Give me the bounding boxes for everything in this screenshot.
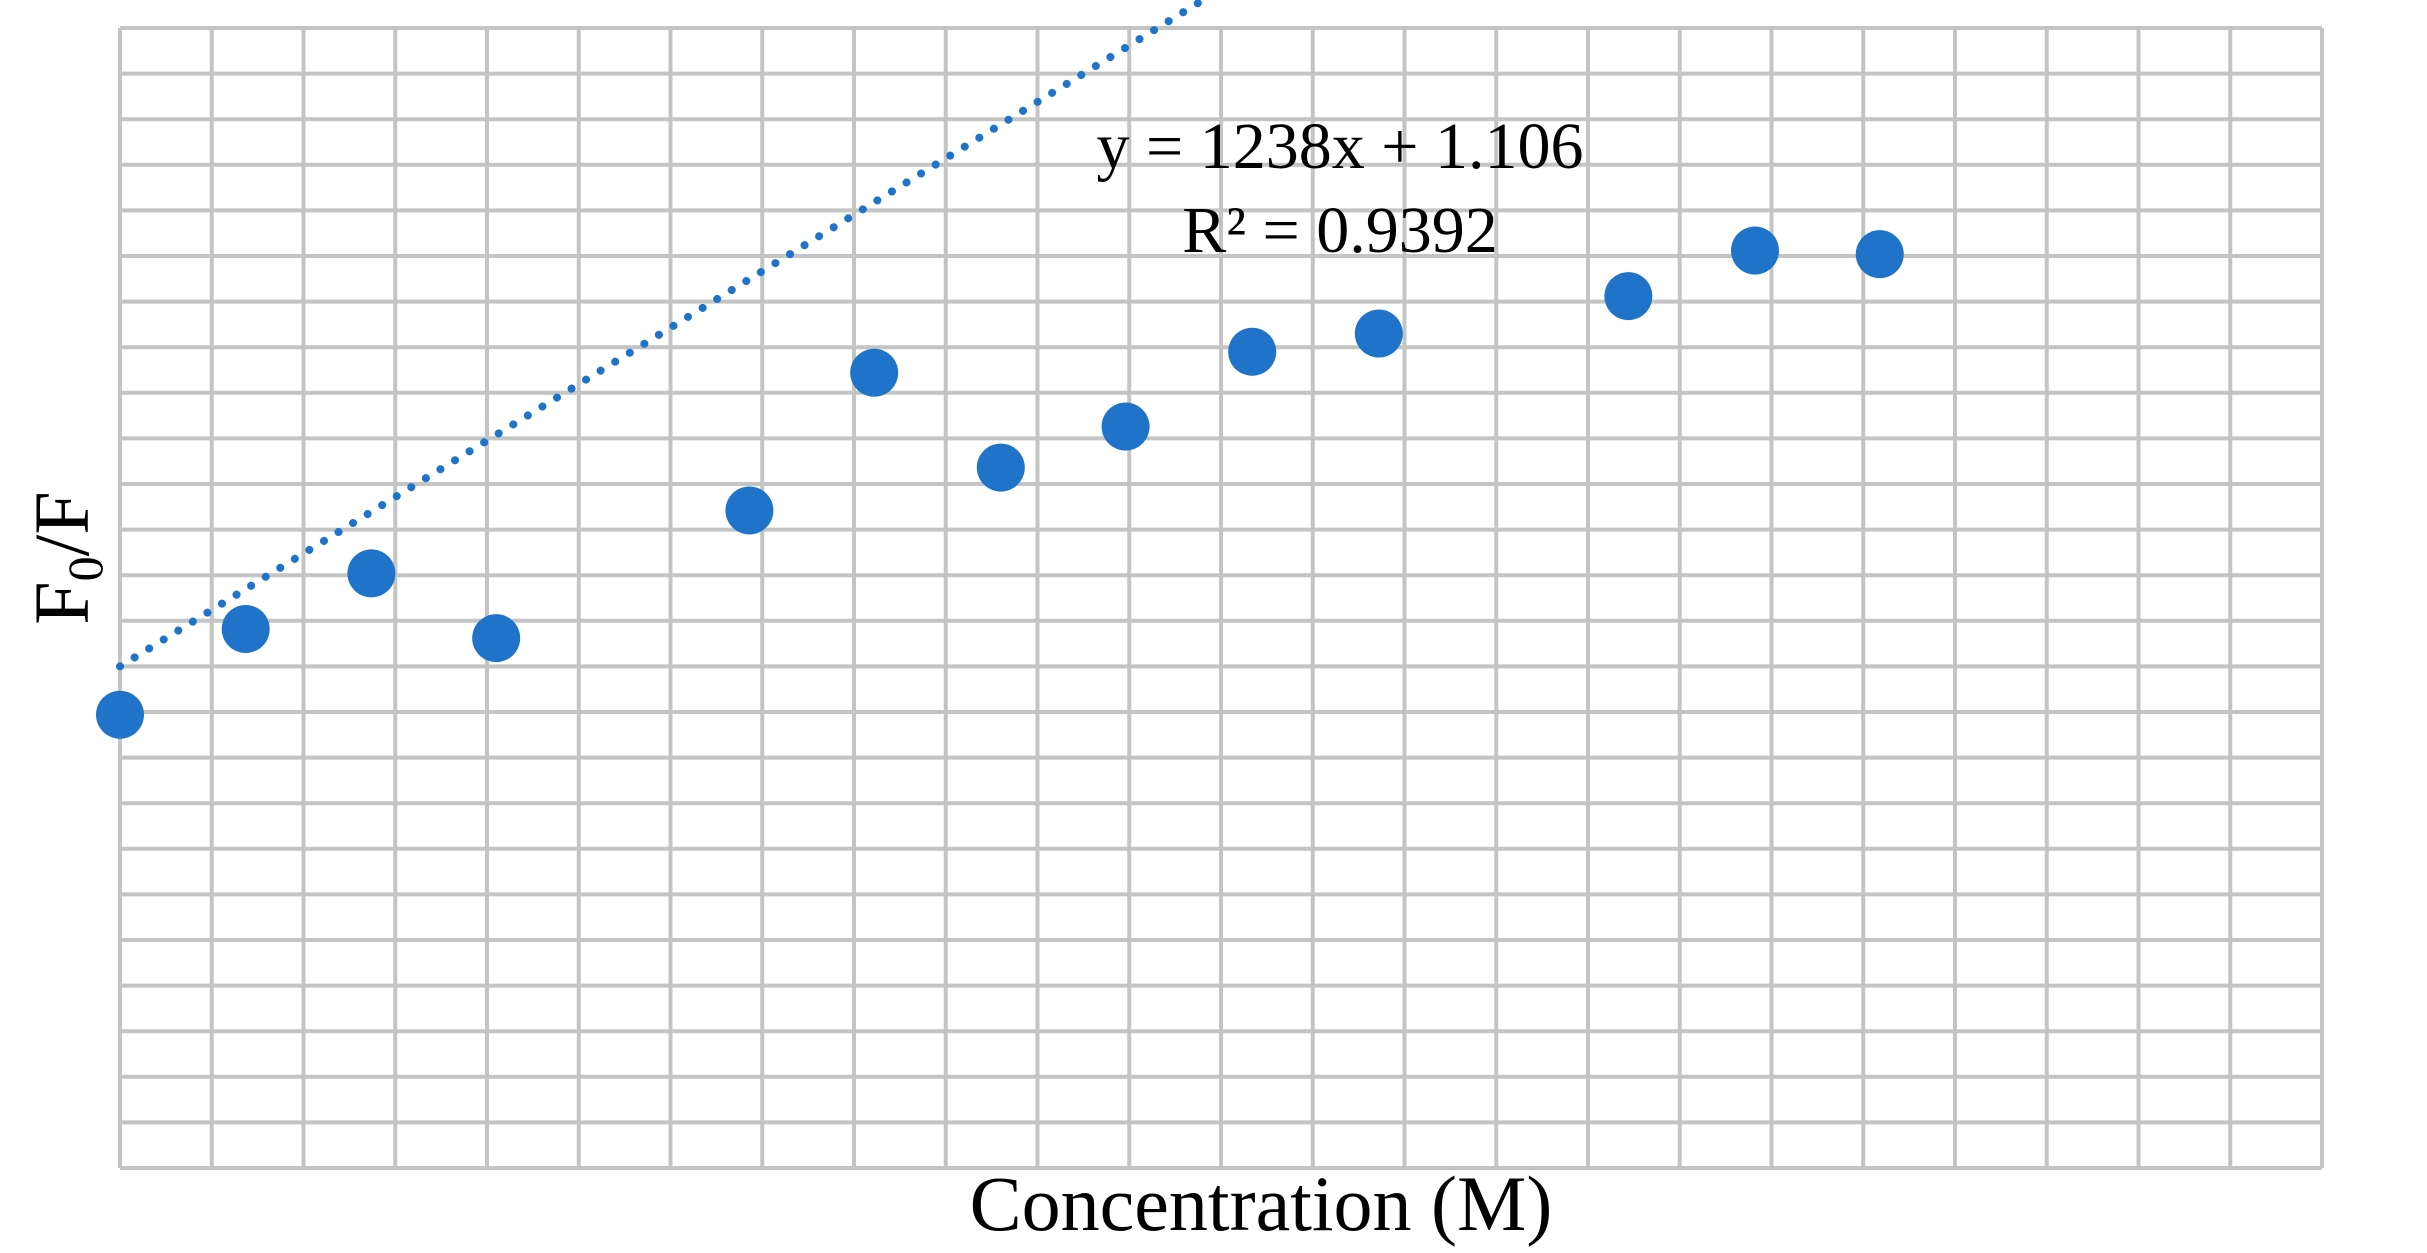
data-point <box>1730 226 1779 275</box>
y-axis-title-base: F <box>18 581 105 624</box>
data-point <box>1228 327 1277 376</box>
data-point <box>976 443 1025 492</box>
trendline-r-squared: R² = 0.9392 <box>1182 194 1498 267</box>
data-point <box>1101 402 1150 451</box>
y-axis-title-subscript: 0 <box>57 556 113 581</box>
data-points <box>96 226 1904 739</box>
data-point <box>1604 272 1653 321</box>
x-axis-title: Concentration (M) <box>970 1160 1553 1247</box>
data-point <box>850 348 899 397</box>
data-point <box>1855 230 1904 279</box>
y-axis-title: F0/F <box>18 491 113 624</box>
data-point <box>96 690 144 739</box>
y-axis-title-rest: /F <box>18 491 105 556</box>
trendline <box>116 0 1211 671</box>
trendline-equation: y = 1238x + 1.106 <box>1097 110 1584 183</box>
data-point <box>725 486 774 535</box>
data-point <box>1354 309 1403 358</box>
data-point <box>347 549 396 598</box>
data-point <box>221 605 270 654</box>
plot-grid <box>118 26 2324 1170</box>
data-point <box>472 614 521 663</box>
